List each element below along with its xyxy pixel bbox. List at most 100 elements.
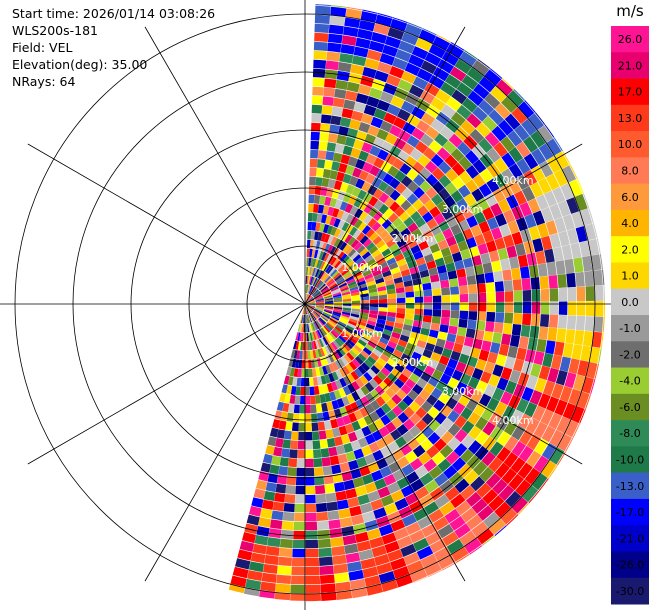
- radar-gate: [482, 488, 498, 505]
- radar-gate: [397, 339, 408, 348]
- radar-gate: [297, 332, 301, 341]
- radar-gate: [329, 391, 337, 401]
- radar-gate: [371, 545, 387, 558]
- radar-gate: [305, 422, 312, 432]
- radar-gate: [336, 70, 350, 82]
- colorbar-block: [611, 209, 649, 237]
- radar-gate: [328, 343, 336, 352]
- radar-gate: [511, 496, 528, 514]
- radar-gate: [527, 337, 538, 351]
- radar-gate: [544, 124, 555, 138]
- radar-gate: [575, 226, 588, 243]
- radar-gate: [582, 255, 593, 272]
- radar-gate: [330, 381, 339, 391]
- radar-gate: [355, 93, 369, 105]
- radar-gate: [491, 125, 507, 142]
- radar-gate: [319, 565, 334, 575]
- radar-gate: [441, 208, 454, 221]
- radar-gate: [322, 205, 330, 215]
- radar-gate: [244, 523, 258, 535]
- radar-gate: [362, 566, 379, 579]
- radar-gate: [450, 286, 460, 295]
- radar-gate: [490, 202, 503, 217]
- radar-gate: [414, 431, 428, 445]
- colorbar-block: [611, 446, 649, 474]
- radar-gate: [369, 165, 381, 177]
- radar-gate: [432, 180, 445, 194]
- radar-gate: [307, 284, 310, 294]
- radar-gate: [327, 333, 335, 342]
- radar-gate: [333, 299, 343, 303]
- radar-gate: [299, 395, 306, 405]
- radar-gate: [480, 252, 491, 265]
- radar-gate: [460, 448, 475, 464]
- radar-gate: [574, 329, 585, 346]
- radar-gate: [368, 313, 378, 319]
- radar-gate: [548, 274, 558, 289]
- radar-gate: [327, 133, 338, 144]
- radar-gate: [379, 120, 393, 133]
- radar-gate: [477, 505, 494, 521]
- radar-gate: [509, 369, 521, 384]
- radar-gate: [312, 258, 317, 268]
- radar-gate: [440, 317, 450, 326]
- radar-gate: [362, 269, 372, 277]
- radar-gate: [386, 288, 396, 295]
- radar-gate: [439, 373, 452, 385]
- radar-gate: [324, 335, 331, 345]
- radar-gate: [378, 203, 389, 215]
- radar-gate: [336, 134, 347, 145]
- radar-gate: [348, 361, 358, 371]
- radar-gate: [466, 113, 482, 129]
- colorbar-block: [611, 420, 649, 447]
- radar-gate: [310, 267, 315, 276]
- radar-gate: [305, 323, 307, 333]
- radar-gate: [369, 378, 379, 389]
- radar-gate: [284, 394, 291, 404]
- radar-gate: [540, 460, 557, 478]
- radar-gate: [488, 411, 502, 426]
- radar-gate: [551, 383, 564, 400]
- radar-gate: [305, 350, 308, 360]
- radar-gate: [573, 374, 586, 391]
- radar-gate: [326, 437, 336, 448]
- radar-gate: [331, 290, 341, 295]
- radar-gate: [415, 256, 426, 266]
- radar-gate: [394, 497, 409, 511]
- radar-gate: [338, 508, 351, 519]
- radar-gate: [402, 430, 415, 443]
- radar-gate: [273, 446, 283, 457]
- radar-gate: [531, 165, 546, 182]
- radar-gate: [305, 503, 317, 513]
- radar-gate: [397, 535, 413, 549]
- radar-gate: [312, 212, 318, 222]
- radar-gate: [349, 119, 361, 130]
- radar-gate: [314, 14, 330, 25]
- radar-gate: [348, 175, 359, 187]
- radar-gate: [305, 293, 307, 303]
- radar-gate: [439, 324, 449, 333]
- radar-gate: [450, 350, 461, 362]
- radar-gate: [444, 74, 462, 89]
- radar-gate: [310, 276, 315, 286]
- radar-gate: [339, 201, 348, 212]
- range-ring-label: 3.00km: [442, 203, 484, 216]
- radar-gate: [400, 175, 413, 188]
- radar-gate: [313, 310, 321, 317]
- radar-gate: [449, 243, 460, 255]
- radar-gate: [548, 412, 562, 430]
- radar-gate: [315, 307, 324, 311]
- radar-gate: [443, 254, 454, 265]
- radar-gate: [472, 106, 488, 122]
- radar-gate: [298, 422, 306, 432]
- colorbar-block: [611, 104, 649, 132]
- radar-gate: [337, 219, 346, 230]
- radar-gate: [361, 113, 374, 125]
- radar-gate: [567, 301, 577, 316]
- radar-gate: [289, 394, 296, 404]
- radar-gate: [405, 308, 415, 315]
- radar-gate: [353, 448, 365, 460]
- radar-gate: [364, 133, 377, 145]
- radar-gate: [435, 338, 446, 348]
- radar-gate: [579, 409, 586, 424]
